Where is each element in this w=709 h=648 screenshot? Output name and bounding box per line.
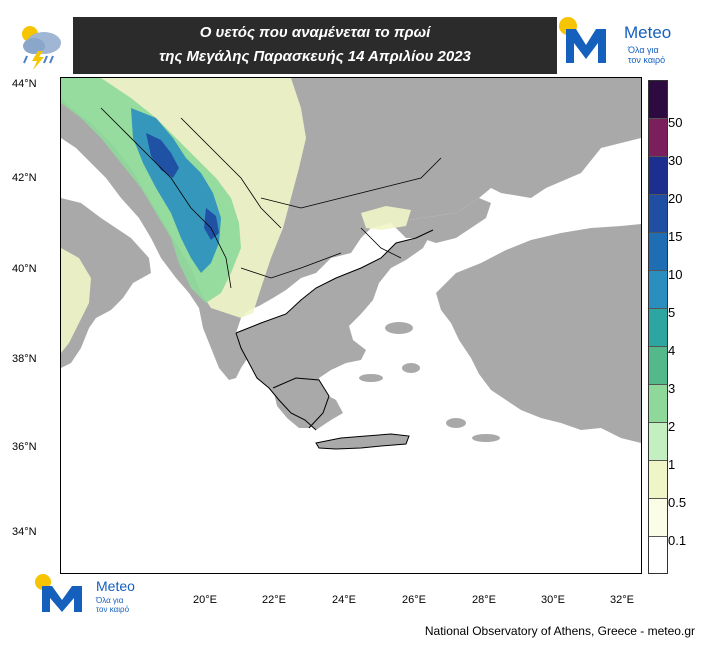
meteo-logo-icon	[35, 574, 82, 612]
colorbar-segment	[649, 195, 667, 233]
lon-label: 28°E	[472, 594, 496, 606]
logo-tagline-1: Όλα για	[628, 45, 659, 55]
footer-credit: National Observatory of Athens, Greece -…	[424, 624, 695, 638]
map-canvas	[61, 78, 641, 450]
colorbar-segment	[649, 461, 667, 499]
logo-tagline-1: Όλα για	[96, 596, 124, 605]
lat-label: 34°N	[12, 526, 37, 538]
logo-name: Meteo	[96, 578, 135, 594]
lon-label: 24°E	[332, 594, 356, 606]
colorbar-label: 5	[668, 305, 676, 320]
colorbar-label: 0.5	[668, 495, 687, 510]
colorbar-segment	[649, 537, 667, 573]
island-evia	[359, 374, 383, 382]
colorbar-segment	[649, 81, 667, 119]
title-line-1: Ο υετός που αναμένεται το πρωί	[199, 24, 431, 41]
logo-tagline-2: τον καιρό	[96, 605, 130, 614]
land-thrace	[391, 198, 491, 243]
lon-label: 26°E	[402, 594, 426, 606]
precip-core-2	[204, 208, 219, 240]
colorbar-segment	[649, 119, 667, 157]
colorbar-label: 2	[668, 419, 676, 434]
island-lesvos	[385, 322, 413, 334]
colorbar-segment	[649, 499, 667, 537]
title-line-2: της Μεγάλης Παρασκευής 14 Απριλίου 2023	[159, 48, 471, 65]
colorbar-segment	[649, 423, 667, 461]
lon-label: 22°E	[262, 594, 286, 606]
land-greece	[236, 230, 433, 430]
colorbar-label: 10	[668, 267, 683, 282]
country-borders	[100, 107, 442, 289]
colorbar-segment	[649, 347, 667, 385]
colorbar-label: 30	[668, 153, 683, 168]
meteo-logo-icon	[559, 17, 606, 63]
crete-outline	[315, 433, 410, 450]
lat-label: 42°N	[12, 172, 37, 184]
precipitation-colorbar	[648, 80, 668, 574]
land-anatolia	[436, 224, 641, 443]
colorbar-label: 0.1	[668, 533, 687, 548]
colorbar-label: 15	[668, 229, 683, 244]
colorbar-segment	[649, 271, 667, 309]
meteo-logo-bottom: Meteo Όλα για τον καιρό	[34, 574, 154, 618]
lat-label: 44°N	[12, 78, 37, 90]
precip-heaviest	[146, 133, 179, 178]
colorbar-label: 3	[668, 381, 676, 396]
colorbar-label: 50	[668, 115, 683, 130]
coastline-outline	[235, 229, 434, 431]
lon-label: 20°E	[193, 594, 217, 606]
colorbar-label: 4	[668, 343, 676, 358]
logo-name: Meteo	[624, 23, 672, 42]
logo-tagline-2: τον καιρό	[628, 55, 666, 65]
colorbar-segment	[649, 233, 667, 271]
rain-cloud-lightning-icon	[14, 17, 68, 73]
precip-light-2	[361, 206, 411, 230]
lat-label: 38°N	[12, 353, 37, 365]
land-peloponnese	[273, 378, 329, 428]
colorbar-label: 20	[668, 191, 683, 206]
lat-label: 36°N	[12, 441, 37, 453]
precipitation-map	[60, 77, 642, 574]
colorbar-label: 1	[668, 457, 676, 472]
colorbar-segment	[649, 157, 667, 195]
lon-label: 32°E	[610, 594, 634, 606]
lon-label: 30°E	[541, 594, 565, 606]
colorbar-segment	[649, 385, 667, 423]
island-chios	[402, 363, 420, 373]
title-banner: Ο υετός που αναμένεται το πρωί της Μεγάλ…	[73, 17, 557, 74]
precip-light-3	[61, 248, 91, 353]
land-italy	[61, 198, 151, 368]
island-cyprus-edge	[472, 434, 500, 442]
colorbar-segment	[649, 309, 667, 347]
meteo-logo: Meteo Όλα για τον καιρό	[558, 17, 696, 73]
lat-label: 40°N	[12, 263, 37, 275]
island-rhodes	[446, 418, 466, 428]
